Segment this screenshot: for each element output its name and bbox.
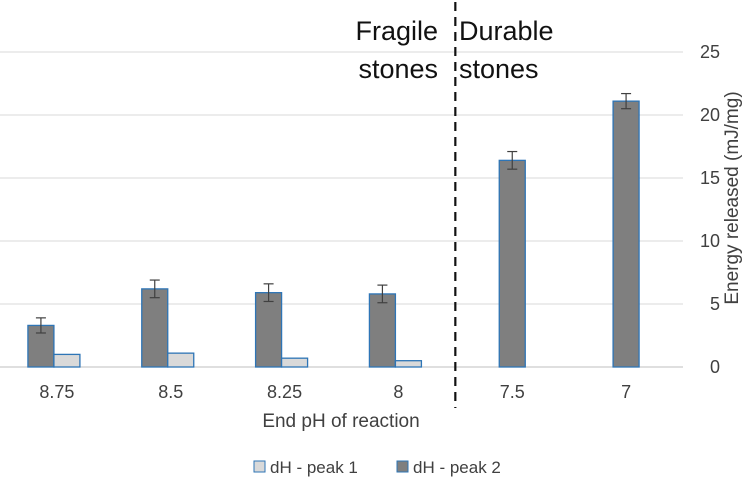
legend-swatch-peak-1 (253, 460, 266, 473)
y-axis-label: Energy released (mJ/mg) (722, 91, 743, 304)
y-tick-labels: 0 5 10 15 20 25 (700, 42, 720, 377)
fragile-label-line1: Fragile (355, 16, 438, 46)
legend-swatch-peak-2 (396, 460, 409, 473)
legend: dH - peak 1 dH - peak 2 (253, 458, 501, 477)
bar-peak-2 (612, 100, 640, 368)
bar-peak-1 (394, 360, 423, 368)
x-tick-label: 8.25 (267, 382, 302, 402)
bar-peak-1 (280, 357, 309, 368)
x-tick-label: 7.5 (500, 382, 525, 402)
bar-peak-2 (498, 159, 526, 368)
y-tick-label: 25 (700, 42, 720, 62)
gridlines (0, 51, 683, 368)
durable-label-line1: Durable (459, 16, 554, 46)
legend-label-peak-1: dH - peak 1 (270, 458, 358, 477)
legend-label-peak-2: dH - peak 2 (413, 458, 501, 477)
bar-peak-2 (141, 288, 169, 368)
y-tick-label: 10 (700, 231, 720, 251)
bar-peak-1 (167, 352, 195, 368)
bar-peak-2 (368, 293, 397, 368)
fragile-label-line2: stones (358, 54, 438, 84)
y-tick-label: 0 (710, 357, 720, 377)
x-tick-label: 8.75 (39, 382, 74, 402)
y-tick-label: 5 (710, 294, 720, 314)
x-tick-label: 8 (393, 382, 403, 402)
x-axis-label: End pH of reaction (262, 411, 419, 432)
y-tick-label: 15 (700, 168, 720, 188)
bars (27, 100, 640, 368)
bar-peak-2 (254, 292, 283, 368)
error-bars (35, 92, 632, 334)
bar-peak-1 (53, 353, 81, 368)
x-tick-label: 8.5 (158, 382, 183, 402)
x-tick-labels: 8.75 8.5 8.25 8 7.5 7 (39, 382, 631, 402)
durable-label-line2: stones (459, 54, 539, 84)
y-tick-label: 20 (700, 105, 720, 125)
x-tick-label: 7 (621, 382, 631, 402)
